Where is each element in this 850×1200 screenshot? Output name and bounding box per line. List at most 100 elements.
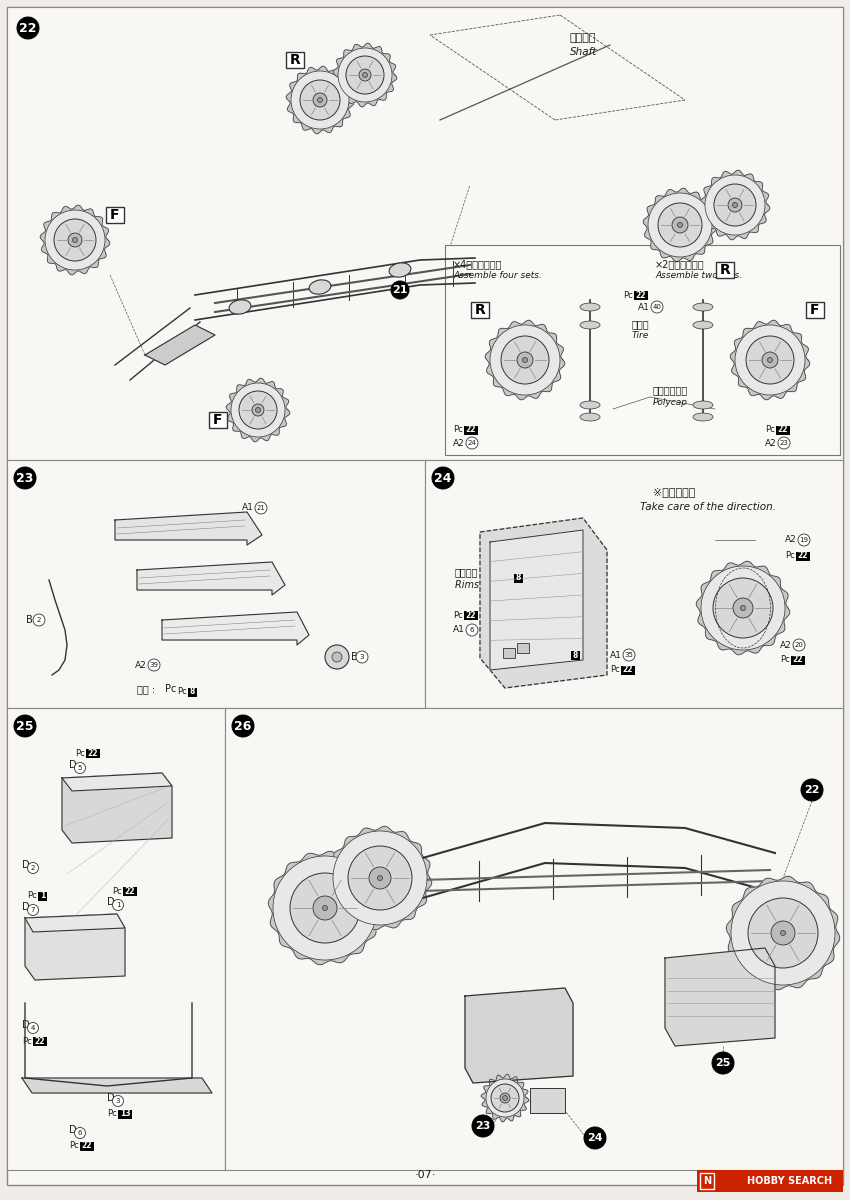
Text: 22: 22 [804,785,819,794]
Polygon shape [25,914,125,980]
Circle shape [486,1079,524,1117]
Circle shape [501,336,549,384]
Text: 7: 7 [31,907,35,913]
Text: Shaft: Shaft [570,47,598,56]
Circle shape [313,896,337,920]
Circle shape [500,1093,510,1103]
Ellipse shape [693,320,713,329]
Circle shape [318,97,322,102]
Circle shape [517,352,533,368]
Text: 35: 35 [625,652,633,658]
Ellipse shape [693,401,713,409]
Circle shape [780,930,785,936]
Bar [791,655,805,665]
Circle shape [14,715,36,737]
Text: Pc: Pc [453,611,462,619]
Circle shape [793,638,805,650]
Circle shape [273,856,377,960]
Bar [471,302,489,318]
Text: 1: 1 [116,902,120,908]
Bar [38,892,47,900]
Text: 全て :: 全て : [137,684,155,694]
Text: 22: 22 [88,749,99,757]
Bar [7,7,843,460]
Circle shape [713,578,773,638]
Bar [621,666,635,674]
Text: ×4組作ります。: ×4組作ります。 [453,259,502,269]
Text: ×2組作ります。: ×2組作ります。 [655,259,705,269]
Text: A2: A2 [785,535,796,545]
Text: 22: 22 [466,611,476,619]
Circle shape [523,358,528,362]
Polygon shape [226,378,290,442]
Text: 20: 20 [795,642,803,648]
Circle shape [801,779,823,802]
Text: 2: 2 [31,865,35,871]
Polygon shape [481,1074,529,1122]
Polygon shape [137,562,285,595]
Polygon shape [665,948,775,1046]
Text: A1: A1 [453,625,465,635]
Text: Pc: Pc [453,426,462,434]
Circle shape [778,437,790,449]
Text: 6: 6 [470,626,474,634]
Circle shape [256,408,260,413]
Polygon shape [286,66,354,134]
Text: A2: A2 [780,641,791,649]
Text: 22: 22 [20,22,37,35]
Circle shape [472,1115,494,1138]
Circle shape [232,715,254,737]
Text: Pc: Pc [75,749,85,757]
Bar [286,52,304,68]
Bar [517,643,529,653]
Text: Assemble four sets.: Assemble four sets. [453,271,542,280]
Polygon shape [730,320,810,400]
Bar [503,648,515,658]
Polygon shape [22,1078,212,1093]
Text: Take care of the direction.: Take care of the direction. [640,502,776,512]
Ellipse shape [389,263,411,277]
Text: F: F [110,208,120,222]
Text: Pc: Pc [560,650,570,660]
Bar [571,650,580,660]
Text: A2: A2 [765,438,777,448]
Text: Pc: Pc [22,1037,31,1045]
Text: Pc: Pc [765,426,774,434]
Text: ※向きに注意: ※向きに注意 [653,487,695,497]
Text: 13: 13 [120,1110,130,1118]
Text: 21: 21 [392,284,408,295]
Circle shape [255,502,267,514]
Bar [80,1141,94,1151]
Bar [514,574,523,582]
Text: A1: A1 [638,302,650,312]
Text: 22: 22 [636,290,646,300]
Text: Rims :: Rims : [455,580,485,590]
Text: 4: 4 [31,1025,35,1031]
Circle shape [728,198,742,212]
Circle shape [701,566,785,650]
Polygon shape [25,914,125,932]
Bar [464,426,478,434]
Circle shape [333,830,427,925]
Text: 25: 25 [16,720,34,732]
Circle shape [45,210,105,270]
Text: 22: 22 [623,666,633,674]
Text: 22: 22 [82,1141,93,1151]
Bar [225,708,843,1170]
Text: Tire: Tire [632,331,649,340]
Polygon shape [62,773,172,842]
Text: D: D [22,1020,30,1030]
Circle shape [231,383,285,437]
Circle shape [300,80,340,120]
Text: Pc: Pc [503,574,513,582]
Ellipse shape [580,302,600,311]
Text: 23: 23 [779,440,789,446]
Text: Pc: Pc [165,684,176,694]
Text: 22: 22 [778,426,788,434]
Circle shape [359,68,371,80]
Polygon shape [62,773,172,791]
Text: 21: 21 [257,505,265,511]
Text: 40: 40 [653,304,661,310]
Text: 23: 23 [475,1121,490,1130]
Circle shape [356,650,368,662]
